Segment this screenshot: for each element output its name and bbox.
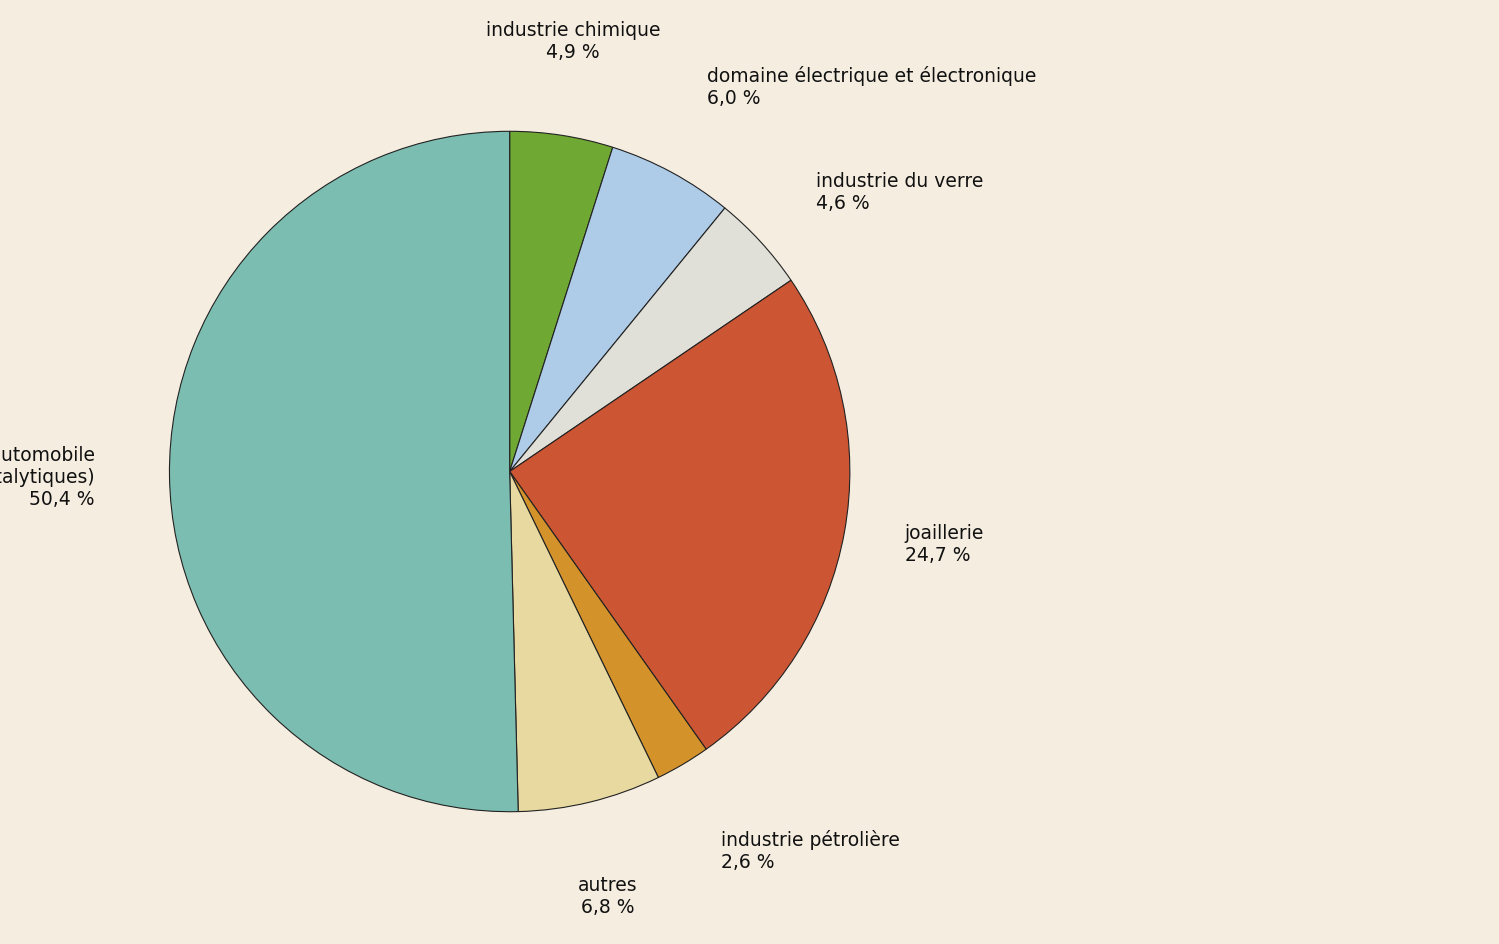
Wedge shape <box>510 148 726 472</box>
Wedge shape <box>510 132 613 472</box>
Wedge shape <box>510 281 850 750</box>
Text: industrie chimique
4,9 %: industrie chimique 4,9 % <box>486 22 661 62</box>
Wedge shape <box>169 132 519 812</box>
Wedge shape <box>510 209 791 472</box>
Wedge shape <box>510 472 706 778</box>
Text: industrie du verre
4,6 %: industrie du verre 4,6 % <box>815 172 983 212</box>
Text: joaillerie
24,7 %: joaillerie 24,7 % <box>905 523 983 564</box>
Text: industrie automobile
(pots catalytiques)
50,4 %: industrie automobile (pots catalytiques)… <box>0 446 94 509</box>
Text: industrie pétrolière
2,6 %: industrie pétrolière 2,6 % <box>721 829 899 870</box>
Text: autres
6,8 %: autres 6,8 % <box>579 875 637 916</box>
Text: domaine électrique et électronique
6,0 %: domaine électrique et électronique 6,0 % <box>708 65 1037 108</box>
Wedge shape <box>510 472 658 812</box>
